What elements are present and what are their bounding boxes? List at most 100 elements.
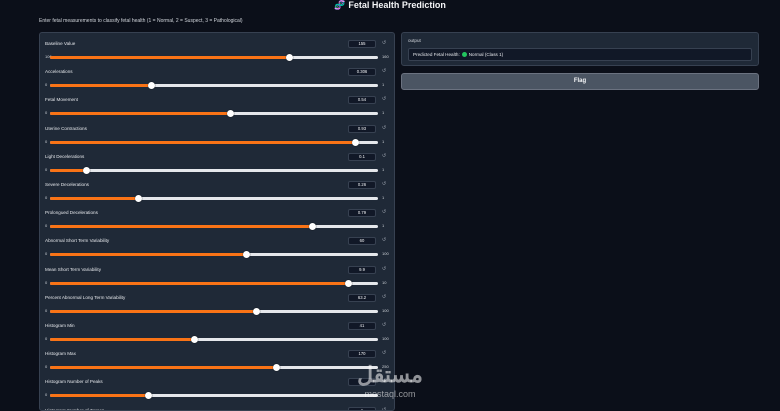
page-title: 🧬 Fetal Health Prediction (0, 0, 780, 12)
output-label: output (408, 38, 421, 43)
slider-max: 1 (382, 195, 385, 200)
number-input[interactable]: 1 (348, 406, 376, 410)
slider-max: 1 (382, 82, 385, 88)
slider-fill (50, 56, 290, 59)
watermark-logo: مستقل mostaql.com (338, 362, 442, 406)
slider-field: Uterine Contractions 0.93 ↺ 0 1 (40, 120, 394, 148)
slider-track[interactable] (50, 364, 378, 372)
reset-icon[interactable]: ↺ (382, 96, 387, 103)
number-input-group: 1 ↺ (338, 406, 394, 411)
slider-fill (50, 253, 247, 257)
slider-min: 0 (45, 392, 48, 398)
number-input[interactable]: 63.2 (348, 293, 376, 302)
reset-icon[interactable]: ↺ (382, 378, 387, 385)
slider-track[interactable] (50, 82, 378, 90)
number-input-group: 63.2 ↺ (338, 293, 394, 302)
output-panel: output Predicted Fetal Health: Normal (Cl… (401, 32, 759, 66)
slider-max: 1 (382, 138, 385, 144)
slider-field: Light Decelerations 0.1 ↺ 0 1 (40, 148, 394, 176)
number-input[interactable]: 0.54 (348, 96, 376, 105)
slider-field: Histogram Number of Zeroes 1 ↺ (40, 402, 394, 411)
reset-icon[interactable]: ↺ (382, 40, 387, 46)
reset-icon[interactable]: ↺ (382, 209, 387, 216)
page-description: Enter fetal measurements to classify fet… (39, 18, 243, 24)
number-input-group: 0.26 ↺ (338, 181, 394, 189)
slider-track[interactable] (50, 138, 378, 146)
slider-thumb[interactable] (308, 223, 316, 231)
slider-thumb[interactable] (253, 307, 261, 315)
number-input[interactable]: 41 (348, 322, 376, 330)
slider-field: Histogram Max 170 ↺ 0 250 (40, 345, 394, 373)
slider-thumb[interactable] (148, 82, 156, 90)
slider-max: 160 (382, 54, 389, 59)
reset-icon[interactable]: ↺ (382, 68, 387, 75)
number-input-group: 0.1 ↺ (338, 152, 394, 161)
slider-field: Fetal Movement 0.54 ↺ 0 1 (40, 91, 394, 119)
slider-max: 100 (382, 251, 389, 257)
number-input[interactable] (348, 378, 376, 387)
slider-fill (50, 197, 139, 200)
slider-thumb[interactable] (272, 364, 280, 372)
reset-icon[interactable]: ↺ (382, 124, 387, 131)
number-input[interactable]: 0.306 (348, 68, 376, 77)
slider-thumb[interactable] (351, 138, 359, 146)
slider-thumb[interactable] (344, 279, 352, 287)
slider-label: Mean Short Term Variability (45, 266, 101, 272)
slider-track[interactable] (50, 195, 378, 202)
number-input-group: 0.79 ↺ (338, 209, 394, 218)
slider-label: Prolongued Decelerations (45, 210, 98, 216)
number-input-group: 60 ↺ (338, 237, 394, 246)
number-input-group: 155 ↺ (338, 40, 394, 48)
reset-icon[interactable]: ↺ (382, 181, 387, 187)
slider-thumb[interactable] (226, 110, 234, 118)
slider-label: Percent Abnormal Long Term Variability (45, 294, 126, 300)
slider-thumb[interactable] (135, 195, 143, 202)
slider-min: 0 (45, 110, 48, 116)
slider-max: 1 (382, 110, 385, 116)
slider-track[interactable] (50, 336, 378, 343)
slider-label: Light Decelerations (45, 153, 85, 159)
number-input[interactable]: 60 (348, 237, 376, 246)
number-input[interactable]: 170 (348, 350, 376, 359)
watermark-line1: مستقل (357, 362, 423, 387)
reset-icon[interactable]: ↺ (382, 152, 387, 159)
slider-track[interactable] (50, 223, 378, 231)
number-input[interactable]: 0.26 (348, 181, 376, 189)
slider-label: Fetal Movement (45, 97, 78, 103)
slider-min: 0 (45, 251, 48, 257)
slider-track[interactable] (50, 110, 378, 118)
dna-icon: 🧬 (334, 0, 346, 10)
flag-button[interactable]: Flag (401, 73, 759, 90)
slider-fill (50, 394, 149, 398)
number-input-group: 0.54 ↺ (338, 96, 394, 105)
slider-track[interactable] (50, 54, 378, 61)
slider-track[interactable] (50, 307, 378, 315)
number-input-group: ↺ (338, 378, 394, 387)
slider-thumb[interactable] (285, 54, 293, 61)
slider-track[interactable] (50, 279, 378, 287)
slider-min: 0 (45, 307, 48, 313)
reset-icon[interactable]: ↺ (382, 265, 387, 272)
number-input-group: 41 ↺ (338, 322, 394, 330)
slider-track[interactable] (50, 251, 378, 259)
reset-icon[interactable]: ↺ (382, 293, 387, 300)
slider-label: Baseline Value (45, 41, 76, 46)
slider-thumb[interactable] (144, 392, 152, 400)
reset-icon[interactable]: ↺ (382, 406, 387, 411)
number-input-group: 170 ↺ (338, 350, 394, 359)
number-input[interactable]: 0.79 (348, 209, 376, 218)
reset-icon[interactable]: ↺ (382, 322, 387, 328)
slider-thumb[interactable] (190, 336, 198, 343)
reset-icon[interactable]: ↺ (382, 237, 387, 244)
number-input[interactable]: 0.1 (348, 152, 376, 161)
reset-icon[interactable]: ↺ (382, 350, 387, 357)
number-input[interactable]: 0.93 (348, 124, 376, 133)
slider-field: Percent Abnormal Long Term Variability 63… (40, 289, 394, 317)
number-input[interactable]: 155 (348, 40, 376, 48)
slider-track[interactable] (50, 166, 378, 174)
number-input[interactable]: 9.9 (348, 265, 376, 274)
slider-thumb[interactable] (243, 251, 251, 259)
output-text: Predicted Fetal Health: (413, 52, 460, 57)
slider-track[interactable] (50, 392, 378, 400)
slider-thumb[interactable] (82, 166, 90, 174)
